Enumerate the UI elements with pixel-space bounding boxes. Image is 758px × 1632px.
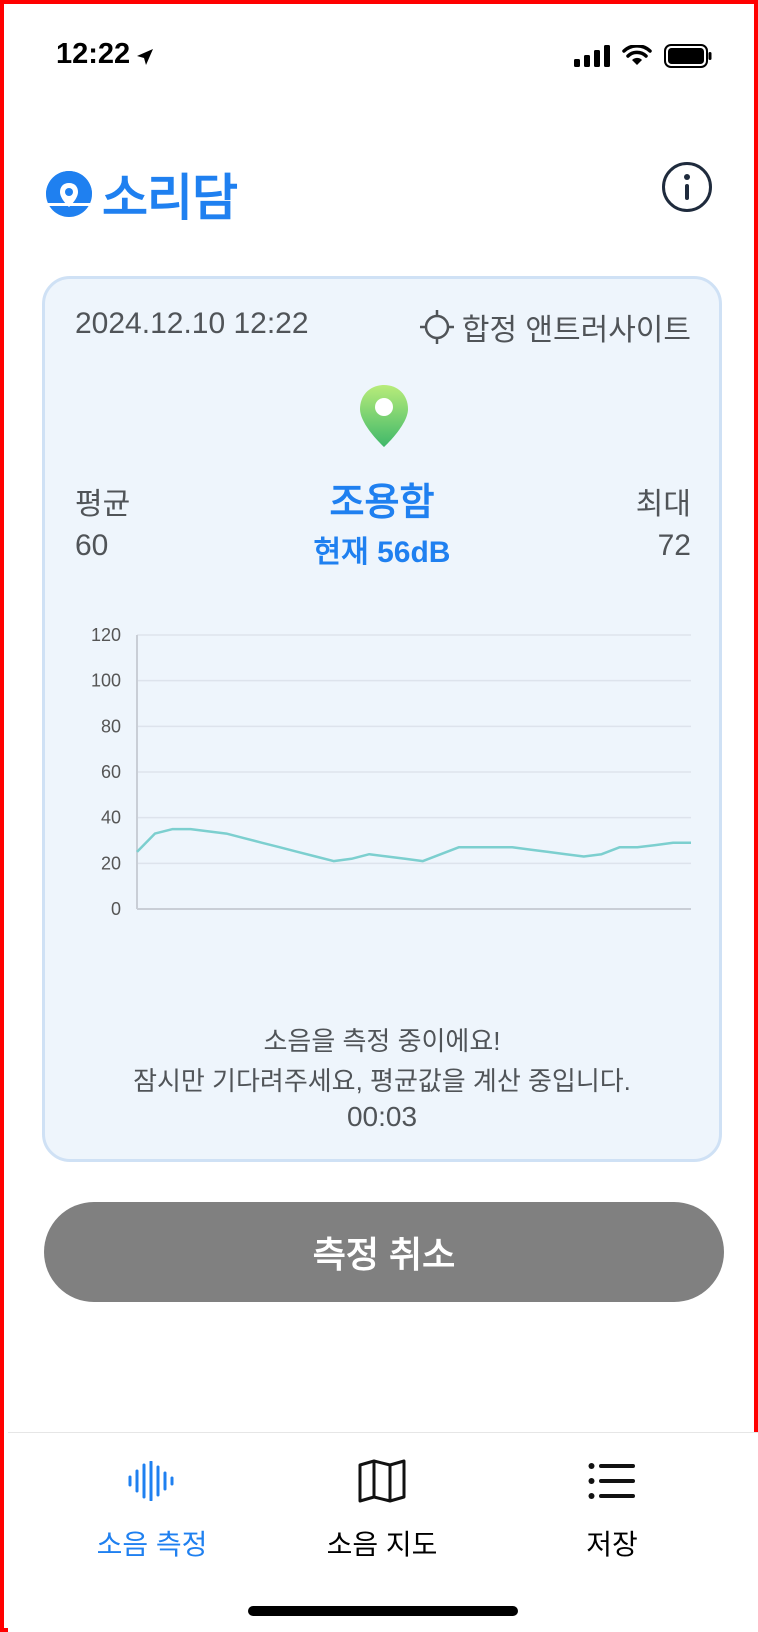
status-indicators <box>574 44 712 68</box>
max-value: 72 <box>657 529 691 562</box>
app-logo: 소리담 <box>44 158 238 230</box>
signal-icon <box>574 45 610 67</box>
y-tick-label: 120 <box>91 625 121 645</box>
max-label: 최대 <box>635 488 691 521</box>
home-indicator <box>248 1606 518 1616</box>
location-selector[interactable]: 합정 앤트러사이트 <box>419 305 691 349</box>
measuring-message: 소음을 측정 중이에요! <box>263 1026 501 1056</box>
tab-saved[interactable]: 저장 <box>512 1453 712 1563</box>
current-reading: 현재 56dB <box>313 536 451 569</box>
measurement-datetime: 2024.12.10 12:22 <box>75 307 309 340</box>
tab-label: 소음 지도 <box>326 1529 438 1560</box>
wifi-icon <box>622 45 652 65</box>
y-tick-label: 40 <box>101 808 121 828</box>
cancel-measurement-button[interactable]: 측정 취소 <box>44 1202 724 1302</box>
elapsed-timer: 00:03 <box>346 1101 418 1132</box>
tab-label: 소음 측정 <box>96 1529 208 1560</box>
list-icon <box>588 1463 635 1499</box>
app-name: 소리담 <box>102 170 238 226</box>
y-tick-label: 80 <box>101 716 121 736</box>
y-tick-label: 20 <box>101 853 121 873</box>
tab-bar: 소음 측정 소음 지도 <box>8 1432 758 1632</box>
tab-noise-map[interactable]: 소음 지도 <box>282 1453 482 1563</box>
info-button[interactable] <box>662 162 712 212</box>
status-time: 12:22 <box>56 38 131 70</box>
noise-series-line <box>136 827 691 863</box>
battery-icon <box>664 44 712 68</box>
tab-label: 저장 <box>586 1529 638 1560</box>
location-arrow-icon <box>137 49 153 65</box>
y-tick-label: 60 <box>101 762 121 782</box>
waveform-icon <box>128 1461 174 1501</box>
logo-mark-icon <box>46 171 92 217</box>
measurement-card: 2024.12.10 12:22 합정 앤트러사이트 평균 60 <box>42 276 722 1162</box>
y-tick-label: 0 <box>111 899 121 919</box>
y-tick-label: 100 <box>91 671 121 691</box>
noise-status: 조용함 <box>329 482 435 524</box>
tab-noise-measure[interactable]: 소음 측정 <box>52 1453 252 1563</box>
map-pin-icon <box>360 385 408 447</box>
info-icon <box>684 174 690 200</box>
crosshair-icon <box>419 310 454 344</box>
location-name: 합정 앤트러사이트 <box>461 314 691 347</box>
waiting-message: 잠시만 기다려주세요, 평균값을 계산 중입니다. <box>133 1066 631 1096</box>
map-icon <box>358 1459 406 1503</box>
noise-chart: 0 20 40 60 80 100 120 <box>91 625 691 919</box>
average-value: 60 <box>75 529 109 562</box>
average-label: 평균 <box>75 488 131 521</box>
